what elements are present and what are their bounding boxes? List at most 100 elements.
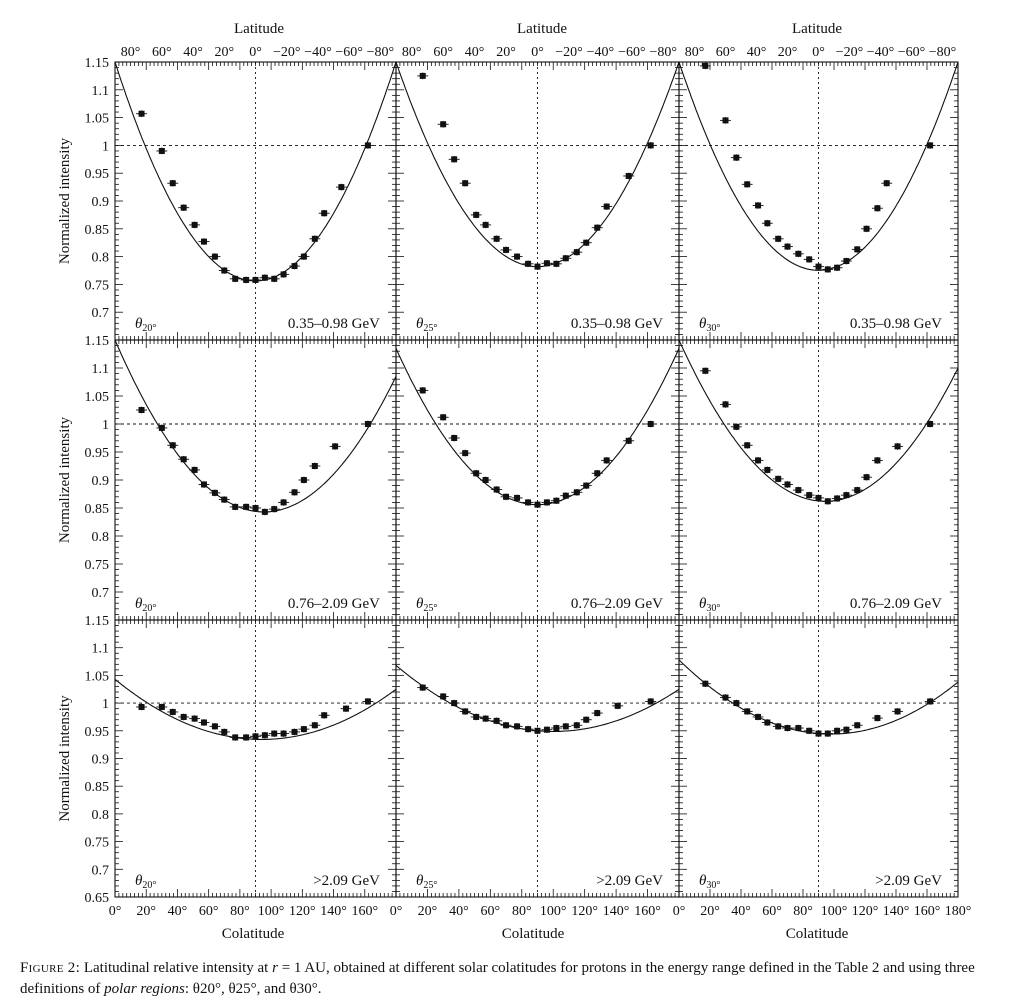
caption-label: Figure 2: [20, 960, 81, 976]
data-point [553, 260, 560, 267]
data-point [211, 489, 218, 496]
bottom-tick-label: 120° [571, 904, 598, 919]
data-point [647, 142, 654, 149]
data-point [525, 499, 532, 506]
data-point [534, 263, 541, 270]
bottom-tick-label: 160° [634, 904, 661, 919]
region-label-theta: θ [135, 873, 143, 889]
data-point [543, 499, 550, 506]
data-point [562, 255, 569, 262]
data-point [473, 211, 480, 218]
bottom-tick-label: 20° [700, 904, 720, 919]
data-point [514, 494, 521, 501]
bottom-tick-label: 20° [136, 904, 156, 919]
data-point [440, 693, 447, 700]
top-tick-label: 20° [778, 45, 798, 60]
data-point [824, 730, 831, 737]
top-tick-label: −60° [335, 45, 363, 60]
region-label: θ20° [135, 873, 156, 891]
data-point [744, 442, 751, 449]
y-tick-label: 1.05 [85, 390, 110, 405]
bottom-axis-label-3: Colatitude [786, 926, 849, 942]
figure-grid: Latitude Latitude Latitude Colatitude Co… [57, 21, 972, 942]
top-tick-label: 40° [183, 45, 203, 60]
region-label: θ30° [699, 596, 720, 614]
top-tick-label: −80° [367, 45, 395, 60]
bottom-tick-label: 140° [883, 904, 910, 919]
bottom-tick-label: 0° [390, 904, 403, 919]
top-tick-label: −40° [304, 45, 332, 60]
data-point [755, 202, 762, 209]
region-label-subscript: 25° [423, 603, 437, 614]
y-tick-label: 1.1 [92, 642, 110, 657]
bottom-tick-label: 180° [945, 904, 972, 919]
data-point [583, 482, 590, 489]
data-point [744, 181, 751, 188]
data-point [180, 713, 187, 720]
y-tick-label: 0.95 [85, 167, 110, 182]
top-tick-label: −80° [650, 45, 678, 60]
data-point [562, 723, 569, 730]
data-point [243, 734, 250, 741]
top-tick-label: 60° [716, 45, 736, 60]
data-point [451, 700, 458, 707]
data-point [451, 156, 458, 163]
data-point [503, 722, 510, 729]
data-point [169, 708, 176, 715]
data-point [843, 492, 850, 499]
y-tick-label: 0.75 [85, 278, 110, 293]
data-point [553, 497, 560, 504]
data-point [764, 719, 771, 726]
y-tick-label: 1.1 [92, 84, 110, 99]
data-point [300, 726, 307, 733]
y-tick-label: 1.15 [85, 334, 110, 349]
data-point [364, 698, 371, 705]
data-point [722, 401, 729, 408]
data-point [300, 253, 307, 260]
data-point [311, 235, 318, 242]
data-point [514, 253, 521, 260]
energy-label: 0.35–0.98 GeV [850, 316, 942, 332]
data-point [271, 506, 278, 513]
data-point [514, 723, 521, 730]
data-point [280, 499, 287, 506]
region-label-theta: θ [416, 596, 424, 612]
data-point [300, 477, 307, 483]
data-point [419, 684, 426, 691]
top-tick-label: 20° [496, 45, 516, 60]
bottom-tick-label: 40° [168, 904, 188, 919]
region-label-subscript: 30° [706, 603, 720, 614]
data-point [815, 730, 822, 737]
data-point [764, 466, 771, 473]
data-point [462, 708, 469, 715]
panel-2-2: θ30° >2.09 GeV 0° 20° 40° 60° 80° 100° 120° 140° 1… [673, 619, 972, 919]
region-label-subscript: 30° [706, 880, 720, 891]
data-point [291, 263, 298, 270]
bottom-tick-label: 100° [540, 904, 567, 919]
data-point [764, 220, 771, 227]
y-tick-label: 0.85 [85, 780, 110, 795]
region-label: θ25° [416, 316, 437, 334]
data-point [744, 708, 751, 715]
bottom-axis-label-1: Colatitude [222, 926, 285, 942]
data-point [702, 680, 709, 687]
bottom-tick-label: 20° [418, 904, 438, 919]
bottom-tick-label: 80° [512, 904, 532, 919]
y-tick-label: 0.9 [92, 474, 110, 489]
data-point [462, 450, 469, 457]
data-point [834, 264, 841, 271]
top-tick-label: −60° [898, 45, 926, 60]
region-label-subscript: 25° [423, 323, 437, 334]
top-axis-label-1: Latitude [234, 21, 284, 37]
region-label-subscript: 20° [142, 880, 156, 891]
data-point [927, 142, 934, 149]
data-point [722, 694, 729, 701]
caption-text-3: : θ20°, θ25°, and θ30°. [184, 981, 322, 997]
data-point [874, 205, 881, 212]
data-point [343, 705, 350, 712]
data-point [364, 142, 371, 149]
data-point [440, 121, 447, 128]
y-tick-label: 0.75 [85, 558, 110, 573]
data-point [158, 147, 165, 154]
data-point [647, 698, 654, 705]
